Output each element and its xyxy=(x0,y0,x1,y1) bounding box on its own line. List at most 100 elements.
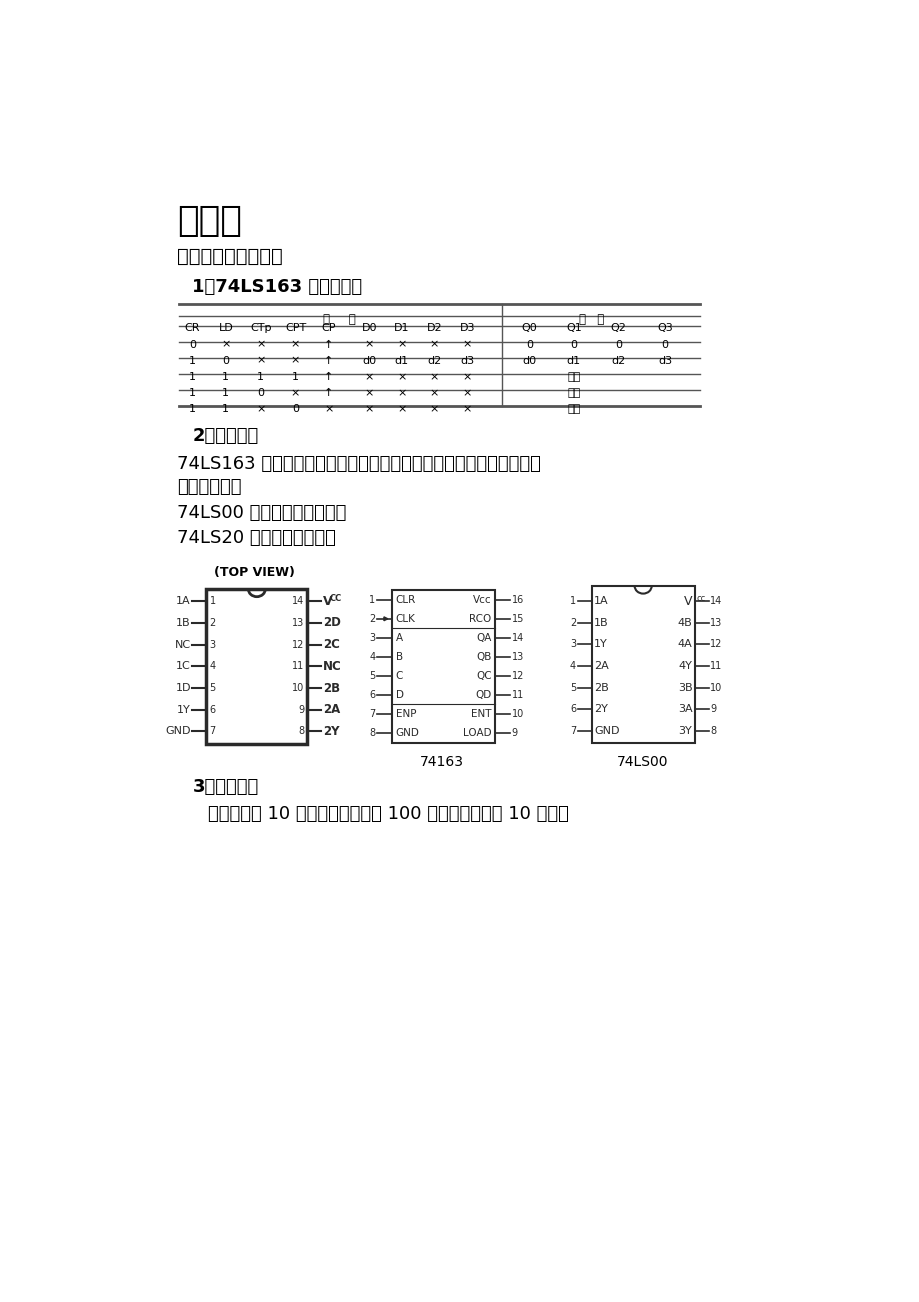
Text: ×: × xyxy=(290,340,300,349)
Text: C: C xyxy=(395,671,403,681)
Text: 1B: 1B xyxy=(594,618,607,628)
Text: 12: 12 xyxy=(511,671,524,681)
Text: D0: D0 xyxy=(361,323,377,333)
Text: D: D xyxy=(395,690,403,700)
Text: 2Y: 2Y xyxy=(594,704,607,713)
Text: ×: × xyxy=(462,340,471,349)
Text: NC: NC xyxy=(175,639,191,650)
Text: 4B: 4B xyxy=(677,618,692,628)
Bar xyxy=(591,586,694,743)
Text: 1: 1 xyxy=(188,355,196,366)
Text: 7: 7 xyxy=(569,725,575,736)
Text: 1B: 1B xyxy=(176,618,191,628)
Text: 2: 2 xyxy=(210,618,216,628)
Text: 74163: 74163 xyxy=(419,755,463,768)
Text: RCO: RCO xyxy=(469,613,491,624)
Text: 5: 5 xyxy=(369,671,375,681)
Text: ↑: ↑ xyxy=(323,340,334,349)
Text: 6: 6 xyxy=(369,690,375,700)
Text: LD: LD xyxy=(218,323,233,333)
Text: cc: cc xyxy=(696,595,705,604)
Text: ×: × xyxy=(397,388,406,398)
Text: (TOP VIEW): (TOP VIEW) xyxy=(214,566,295,579)
Text: 13: 13 xyxy=(511,652,524,661)
Polygon shape xyxy=(383,617,388,621)
Text: 11: 11 xyxy=(709,661,721,671)
Text: GND: GND xyxy=(395,728,419,738)
Text: 1: 1 xyxy=(291,372,299,381)
Text: 4: 4 xyxy=(369,652,375,661)
Bar xyxy=(392,590,494,743)
Text: 5: 5 xyxy=(569,682,575,693)
Text: Q0: Q0 xyxy=(521,323,537,333)
Text: CLR: CLR xyxy=(395,595,415,604)
Text: 8: 8 xyxy=(369,728,375,738)
Text: d0: d0 xyxy=(362,355,376,366)
Text: ×: × xyxy=(429,404,438,414)
Text: 2: 2 xyxy=(569,618,575,628)
Bar xyxy=(206,589,307,743)
Text: 0: 0 xyxy=(661,340,668,349)
Text: CTp: CTp xyxy=(250,323,271,333)
Text: 6: 6 xyxy=(570,704,575,713)
Text: V: V xyxy=(683,595,692,608)
Text: d3: d3 xyxy=(460,355,474,366)
Text: ↑: ↑ xyxy=(323,372,334,381)
Text: B: B xyxy=(395,652,403,661)
Text: 4A: 4A xyxy=(677,639,692,650)
Text: 1Y: 1Y xyxy=(177,704,191,715)
Text: 1: 1 xyxy=(570,596,575,607)
Text: ↑: ↑ xyxy=(323,388,334,398)
Text: Vcc: Vcc xyxy=(472,595,491,604)
Text: QB: QB xyxy=(476,652,491,661)
Text: 计数: 计数 xyxy=(566,372,580,381)
Text: 1C: 1C xyxy=(176,661,191,672)
Text: 10: 10 xyxy=(709,682,721,693)
Text: 4Y: 4Y xyxy=(678,661,692,671)
Text: QD: QD xyxy=(475,690,491,700)
Text: 9: 9 xyxy=(709,704,716,713)
Text: ×: × xyxy=(364,388,373,398)
Text: 8: 8 xyxy=(298,727,304,737)
Text: ×: × xyxy=(290,388,300,398)
Text: 0: 0 xyxy=(257,388,264,398)
Text: GND: GND xyxy=(165,727,191,737)
Text: ×: × xyxy=(397,340,406,349)
Text: 10: 10 xyxy=(291,684,304,693)
Text: 1、74LS163 逻辑功能表: 1、74LS163 逻辑功能表 xyxy=(192,277,362,296)
Text: 14: 14 xyxy=(511,633,524,643)
Text: 1: 1 xyxy=(188,388,196,398)
Text: ↑: ↑ xyxy=(323,355,334,366)
Text: d2: d2 xyxy=(611,355,625,366)
Text: 7: 7 xyxy=(210,727,216,737)
Text: 2: 2 xyxy=(369,613,375,624)
Text: 1Y: 1Y xyxy=(594,639,607,650)
Text: CPT: CPT xyxy=(285,323,306,333)
Text: LOAD: LOAD xyxy=(462,728,491,738)
Text: 一、电路设计和分析: 一、电路设计和分析 xyxy=(176,247,282,266)
Text: CR: CR xyxy=(185,323,200,333)
Text: ×: × xyxy=(429,388,438,398)
Text: 13: 13 xyxy=(709,618,721,628)
Text: GND: GND xyxy=(594,725,618,736)
Text: 2D: 2D xyxy=(323,616,340,629)
Text: 1: 1 xyxy=(222,372,229,381)
Text: ×: × xyxy=(255,404,265,414)
Text: 3、设计思路: 3、设计思路 xyxy=(192,779,258,797)
Text: CC: CC xyxy=(329,595,342,604)
Text: 3: 3 xyxy=(210,639,215,650)
Text: 7: 7 xyxy=(369,710,375,719)
Text: 0: 0 xyxy=(188,340,196,349)
Text: 74LS00: 74LS00 xyxy=(617,755,668,768)
Text: CLK: CLK xyxy=(395,613,415,624)
Text: 输   出: 输 出 xyxy=(578,312,604,326)
Text: D2: D2 xyxy=(426,323,442,333)
Text: 12: 12 xyxy=(291,639,304,650)
Text: D3: D3 xyxy=(460,323,475,333)
Text: 3B: 3B xyxy=(677,682,692,693)
Text: 14: 14 xyxy=(291,596,304,607)
Text: NC: NC xyxy=(323,660,341,673)
Text: 10: 10 xyxy=(511,710,524,719)
Text: 1: 1 xyxy=(188,404,196,414)
Text: d0: d0 xyxy=(522,355,536,366)
